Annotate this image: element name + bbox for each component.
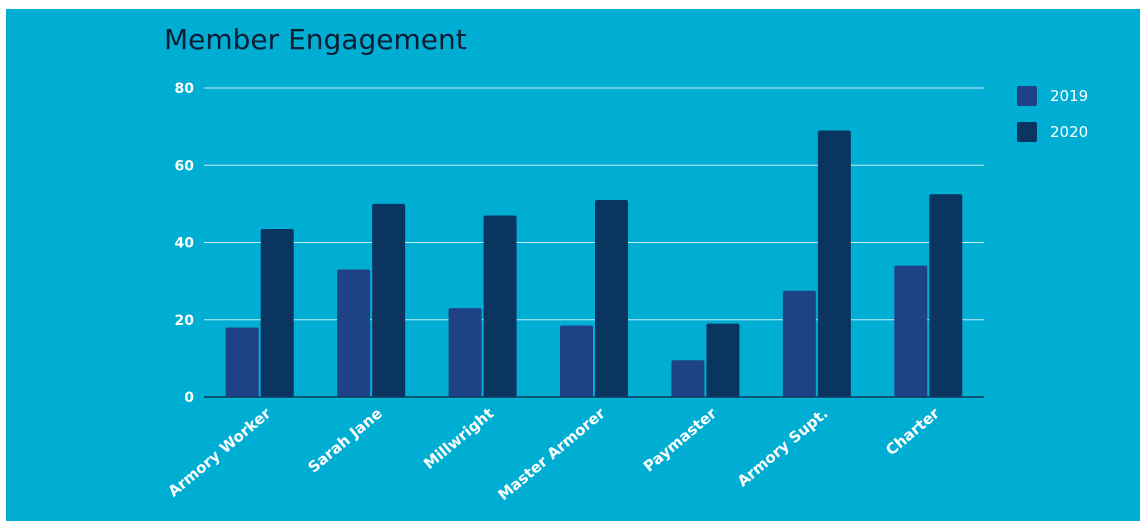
chart-title: Member Engagement	[164, 23, 467, 56]
bar-2019[interactable]	[448, 308, 482, 397]
bar-2019[interactable]	[671, 360, 705, 397]
y-tick-label: 40	[175, 236, 195, 252]
bar-2019[interactable]	[337, 269, 371, 397]
y-tick-label: 80	[175, 81, 195, 97]
legend-item-2020[interactable]: 2020	[1017, 114, 1088, 150]
y-axis-ticks: 0 20 40 60 80	[175, 81, 195, 406]
bar-2019[interactable]	[225, 327, 259, 397]
y-tick-label: 0	[184, 390, 194, 406]
bar-2020[interactable]	[372, 203, 406, 397]
x-tick-label: Millwright	[420, 404, 497, 473]
legend-swatch-2020	[1017, 122, 1037, 142]
x-tick-label: Sarah Jane	[305, 404, 386, 476]
chart-panel: Member Engagement 0 20 40 60 80 Armory Worke…	[6, 9, 1140, 521]
x-tick-label: Master Armorer	[494, 404, 609, 504]
bars	[225, 130, 963, 398]
legend-swatch-2019	[1017, 86, 1037, 106]
bar-2019[interactable]	[560, 325, 593, 397]
bar-2020[interactable]	[706, 323, 740, 397]
legend-label-2019: 2019	[1050, 87, 1089, 105]
chart-plot: 0 20 40 60 80 Armory Worker Sarah Jane Millwri…	[165, 81, 984, 504]
bar-2020[interactable]	[483, 215, 517, 397]
legend-item-2019[interactable]: 2019	[1017, 78, 1088, 114]
y-tick-label: 60	[175, 158, 195, 174]
gridlines	[204, 87, 984, 321]
legend: 2019 2020	[1017, 78, 1088, 150]
y-tick-label: 20	[175, 313, 195, 329]
x-tick-label: Armory Worker	[165, 404, 275, 501]
bar-2019[interactable]	[894, 265, 928, 397]
legend-label-2020: 2020	[1050, 123, 1089, 141]
bar-2020[interactable]	[595, 200, 628, 397]
x-tick-label: Charter	[882, 404, 943, 459]
bar-2020[interactable]	[817, 130, 851, 398]
x-axis-ticks: Armory Worker Sarah Jane MillwrightMaster …	[165, 404, 944, 504]
x-tick-label: Armory Supt.	[734, 404, 832, 490]
x-tick-label: Paymaster	[640, 404, 721, 476]
bar-2019[interactable]	[782, 290, 816, 397]
bar-2020[interactable]	[929, 194, 963, 397]
bar-2020[interactable]	[260, 228, 294, 397]
